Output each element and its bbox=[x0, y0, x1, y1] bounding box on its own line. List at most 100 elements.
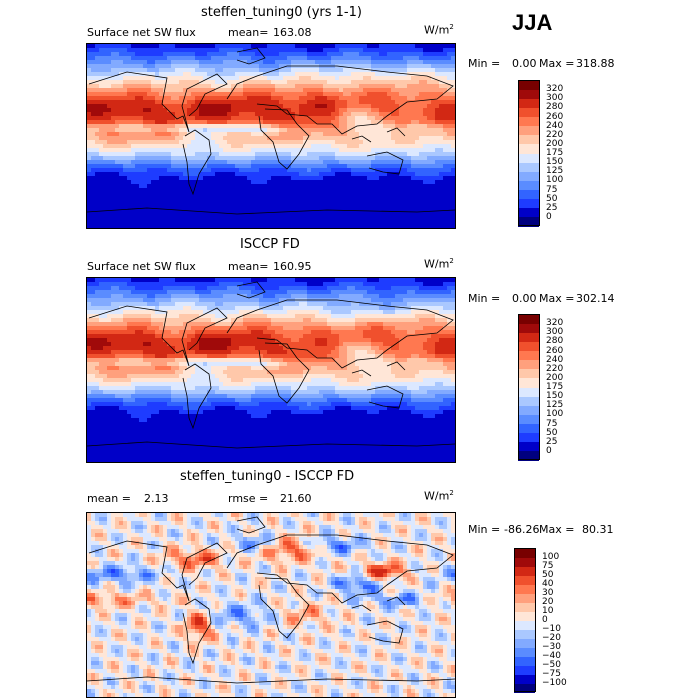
heatmap-cell bbox=[267, 108, 272, 113]
heatmap-cell bbox=[235, 200, 240, 205]
heatmap-cell bbox=[291, 294, 296, 299]
heatmap-cell bbox=[135, 68, 140, 73]
heatmap-cell bbox=[255, 124, 260, 129]
heatmap-cell bbox=[351, 68, 356, 73]
heatmap-cell bbox=[395, 96, 400, 101]
heatmap-cell bbox=[263, 220, 268, 225]
heatmap-cell bbox=[175, 104, 180, 109]
heatmap-cell bbox=[439, 52, 444, 57]
heatmap-cell bbox=[187, 282, 192, 287]
heatmap-cell bbox=[319, 104, 324, 109]
heatmap-cell bbox=[263, 224, 268, 228]
heatmap-cell bbox=[387, 100, 392, 105]
heatmap-cell bbox=[363, 220, 368, 225]
heatmap-cell bbox=[127, 196, 132, 201]
heatmap-cell bbox=[363, 148, 368, 153]
heatmap-cell bbox=[283, 44, 288, 49]
heatmap-cell bbox=[207, 44, 212, 49]
heatmap-cell bbox=[367, 80, 372, 85]
heatmap-cell bbox=[119, 152, 124, 157]
heatmap-cell bbox=[223, 104, 228, 109]
heatmap-cell bbox=[299, 290, 304, 295]
heatmap-cell bbox=[375, 76, 380, 81]
heatmap-cell bbox=[275, 294, 280, 299]
heatmap-cell bbox=[379, 286, 384, 291]
heatmap-cell bbox=[219, 220, 224, 225]
heatmap-cell bbox=[231, 172, 236, 177]
heatmap-cell bbox=[187, 124, 192, 129]
heatmap-cell bbox=[367, 140, 372, 145]
heatmap-cell bbox=[359, 92, 364, 97]
heatmap-cell bbox=[255, 44, 260, 49]
heatmap-cell bbox=[439, 278, 444, 283]
heatmap-cell bbox=[395, 152, 400, 157]
heatmap-cell bbox=[443, 68, 448, 73]
heatmap-cell bbox=[135, 302, 140, 307]
heatmap-cell bbox=[399, 124, 404, 129]
heatmap-cell bbox=[359, 96, 364, 101]
heatmap-cell bbox=[107, 96, 112, 101]
heatmap-cell bbox=[283, 282, 288, 287]
heatmap-cell bbox=[363, 80, 368, 85]
heatmap-cell bbox=[119, 104, 124, 109]
heatmap-cell bbox=[271, 278, 276, 283]
heatmap-cell bbox=[95, 120, 100, 125]
heatmap-cell bbox=[307, 224, 312, 228]
heatmap-cell bbox=[287, 120, 292, 125]
heatmap-cell bbox=[439, 72, 444, 77]
heatmap-cell bbox=[299, 164, 304, 169]
heatmap-cell bbox=[291, 72, 296, 77]
heatmap-cell bbox=[319, 212, 324, 217]
heatmap-cell bbox=[119, 286, 124, 291]
heatmap-cell bbox=[399, 160, 404, 165]
heatmap-cell bbox=[135, 92, 140, 97]
heatmap-cell bbox=[387, 52, 392, 57]
heatmap-cell bbox=[303, 100, 308, 105]
heatmap-cell bbox=[403, 204, 408, 209]
heatmap-cell bbox=[379, 48, 384, 53]
heatmap-cell bbox=[163, 172, 168, 177]
heatmap-cell bbox=[99, 88, 104, 93]
heatmap-cell bbox=[251, 156, 256, 161]
heatmap-cell bbox=[143, 76, 148, 81]
heatmap-cell bbox=[127, 128, 132, 133]
heatmap-cell bbox=[171, 80, 176, 85]
heatmap-cell bbox=[155, 224, 160, 228]
heatmap-cell bbox=[431, 64, 436, 69]
heatmap-cell bbox=[255, 204, 260, 209]
heatmap-cell bbox=[347, 220, 352, 225]
heatmap-cell bbox=[331, 104, 336, 109]
heatmap-cell bbox=[127, 92, 132, 97]
heatmap-cell bbox=[203, 212, 208, 217]
heatmap-cell bbox=[439, 302, 444, 307]
heatmap-cell bbox=[191, 56, 196, 61]
heatmap-cell bbox=[259, 164, 264, 169]
heatmap-cell bbox=[151, 112, 156, 117]
heatmap-cell bbox=[147, 164, 152, 169]
heatmap-cell bbox=[415, 294, 420, 299]
heatmap-cell bbox=[283, 48, 288, 53]
heatmap-cell bbox=[191, 306, 196, 311]
heatmap-cell bbox=[371, 176, 376, 181]
heatmap-cell bbox=[399, 188, 404, 193]
heatmap-cell bbox=[255, 140, 260, 145]
heatmap-cell bbox=[219, 290, 224, 295]
heatmap-cell bbox=[111, 152, 116, 157]
heatmap-cell bbox=[191, 200, 196, 205]
heatmap-cell bbox=[251, 144, 256, 149]
heatmap-cell bbox=[263, 128, 268, 133]
heatmap-cell bbox=[95, 188, 100, 193]
heatmap-cell bbox=[115, 60, 120, 65]
heatmap-cell bbox=[247, 52, 252, 57]
heatmap-cell bbox=[315, 220, 320, 225]
heatmap-cell bbox=[179, 192, 184, 197]
heatmap-cell bbox=[267, 152, 272, 157]
heatmap-cell bbox=[131, 282, 136, 287]
heatmap-cell bbox=[103, 302, 108, 307]
heatmap-cell bbox=[179, 172, 184, 177]
heatmap-cell bbox=[419, 286, 424, 291]
heatmap-cell bbox=[243, 60, 248, 65]
heatmap-cell bbox=[267, 208, 272, 213]
heatmap-cell bbox=[351, 88, 356, 93]
heatmap-cell bbox=[255, 128, 260, 133]
